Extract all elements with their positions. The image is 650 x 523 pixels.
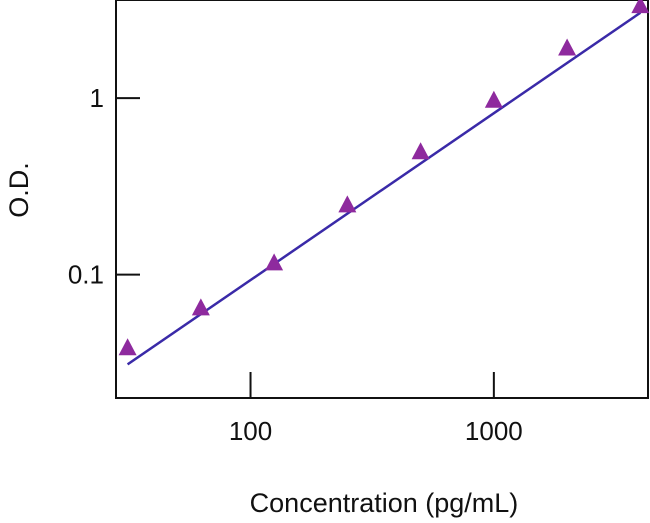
- data-point: [118, 338, 137, 356]
- tick-labels: 100 1000 0.1 1: [68, 83, 523, 446]
- data-point: [484, 90, 503, 108]
- x-axis-title: Concentration (pg/mL): [250, 488, 519, 518]
- data-point: [631, 0, 650, 14]
- data-point: [265, 253, 284, 271]
- x-tick-label: 100: [229, 416, 272, 446]
- data-point: [191, 298, 210, 316]
- data-point: [338, 195, 357, 213]
- plot-frame: [115, 0, 649, 399]
- axis-ticks: [116, 97, 495, 398]
- data-point: [558, 38, 577, 56]
- data-points: [118, 0, 650, 356]
- y-axis-title: O.D.: [4, 162, 34, 218]
- y-tick-label: 0.1: [68, 260, 104, 290]
- fit-line: [126, 11, 642, 366]
- y-tick-label: 1: [90, 83, 104, 113]
- x-tick-label: 1000: [465, 416, 523, 446]
- data-point: [411, 142, 430, 160]
